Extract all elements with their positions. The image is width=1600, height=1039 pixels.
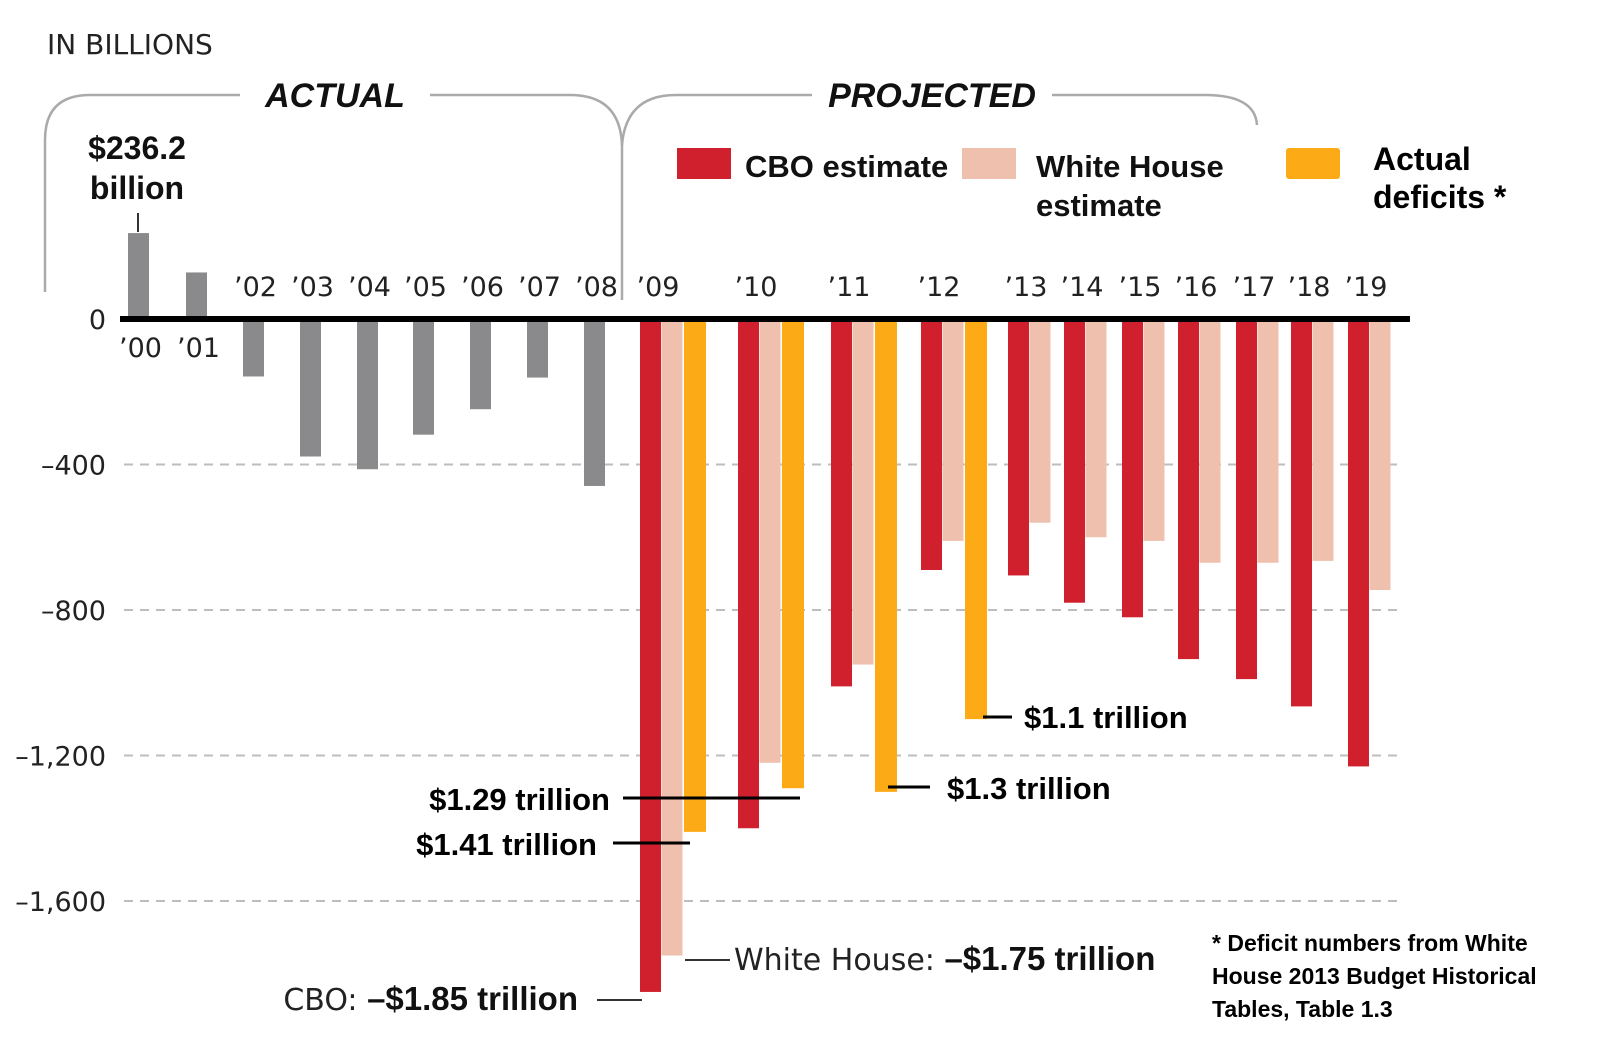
footnote-line3: Tables, Table 1.3	[1212, 996, 1393, 1022]
x-tick-label: ’16	[1175, 272, 1218, 303]
x-tick-label: ’11	[828, 272, 871, 303]
bar-cbo-13	[1008, 322, 1029, 576]
bar-wh-16	[1199, 322, 1221, 563]
annotation-actual-2012: $1.1 trillion	[1024, 700, 1188, 735]
bar-cbo-15	[1122, 322, 1143, 618]
bar-wh-15	[1143, 322, 1165, 541]
bar-actual-09	[684, 322, 706, 832]
peak-label-line1: $236.2	[88, 130, 186, 166]
x-tick-label: ’13	[1005, 272, 1048, 303]
footnote-line2: House 2013 Budget Historical	[1212, 963, 1537, 989]
x-tick-label: ’15	[1119, 272, 1162, 303]
annotation-cbo-2009-prefix: CBO:	[283, 983, 367, 1018]
bar-historical-03	[300, 319, 321, 457]
bar-cbo-17	[1236, 322, 1257, 680]
legend-label-actual-line2: deficits *	[1373, 179, 1507, 215]
bar-cbo-16	[1178, 322, 1199, 660]
x-tick-label: ’04	[348, 272, 391, 303]
x-axis-ticks: ’00 ’01 ’02 ’03 ’04 ’05 ’06 ’07 ’08 ’09 ’10 ’11 ’12 ’…	[119, 272, 1387, 364]
bar-wh-19	[1369, 322, 1391, 590]
footnote: * Deficit numbers from White House 2013 …	[1212, 930, 1537, 1022]
x-tick-label: ’09	[637, 272, 680, 303]
bar-cbo-14	[1064, 322, 1085, 603]
annotations: $1.1 trillion $1.3 trillion $1.29 trilli…	[283, 700, 1187, 1018]
bar-historical-07	[527, 319, 548, 378]
legend-swatch-cbo	[677, 148, 731, 179]
x-tick-label: ’06	[461, 272, 504, 303]
x-tick-label: ’01	[177, 333, 220, 364]
annotation-cbo-2009-value: –$1.85 trillion	[367, 980, 578, 1017]
y-tick-label: –800	[41, 596, 106, 627]
annotation-wh-2009-prefix: White House:	[734, 943, 944, 978]
legend-swatch-actual	[1286, 148, 1340, 179]
bar-wh-09	[661, 322, 683, 956]
annotation-actual-2009: $1.41 trillion	[416, 827, 597, 862]
units-label: IN BILLIONS	[47, 28, 213, 61]
bar-wh-11	[852, 322, 874, 665]
annotation-cbo-2009: CBO: –$1.85 trillion	[283, 980, 578, 1018]
y-tick-label: 0	[89, 305, 106, 336]
x-tick-label: ’18	[1288, 272, 1331, 303]
legend: CBO estimate White House estimate Actual…	[677, 141, 1507, 223]
section-label-actual: ACTUAL	[264, 77, 405, 115]
bar-cbo-18	[1291, 322, 1312, 707]
bar-historical-00	[128, 233, 149, 319]
x-tick-label: ’07	[518, 272, 561, 303]
annotation-wh-2009-value: –$1.75 trillion	[944, 940, 1155, 977]
bar-historical-04	[357, 319, 378, 470]
annotation-wh-2009: White House: –$1.75 trillion	[734, 940, 1155, 978]
x-tick-label: ’05	[404, 272, 447, 303]
bar-actual-12	[965, 322, 987, 720]
bar-historical-08	[584, 319, 605, 486]
x-tick-label: ’19	[1345, 272, 1388, 303]
legend-swatch-wh	[962, 148, 1016, 179]
bar-wh-17	[1257, 322, 1279, 563]
bar-wh-14	[1085, 322, 1107, 538]
y-tick-label: –400	[41, 451, 106, 482]
bar-cbo-09	[640, 322, 661, 992]
y-axis-ticks: 0 –400 –800 –1,200 –1,600	[15, 305, 106, 918]
bar-historical-01	[186, 272, 207, 319]
x-tick-label: ’03	[291, 272, 334, 303]
x-tick-label: ’12	[918, 272, 961, 303]
bar-cbo-11	[831, 322, 852, 687]
bar-cbo-19	[1348, 322, 1369, 767]
bar-cbo-10	[738, 322, 759, 829]
bar-wh-12	[942, 322, 964, 541]
legend-label-wh-line1: White House	[1036, 149, 1224, 184]
bar-wh-10	[759, 322, 781, 763]
legend-label-actual-line1: Actual	[1373, 141, 1471, 177]
bar-historical-02	[243, 319, 264, 377]
x-tick-label: ’10	[735, 272, 778, 303]
bar-wh-13	[1029, 322, 1051, 523]
y-tick-label: –1,200	[15, 742, 106, 773]
x-tick-label: ’08	[575, 272, 618, 303]
x-tick-label: ’02	[234, 272, 277, 303]
peak-label-line2: billion	[90, 170, 184, 206]
bar-historical-05	[413, 319, 434, 435]
annotation-actual-2011: $1.3 trillion	[947, 771, 1111, 806]
y-tick-label: –1,600	[15, 887, 106, 918]
bar-actual-11	[875, 322, 897, 792]
bar-actual-10	[782, 322, 804, 789]
x-tick-label: ’00	[119, 333, 162, 364]
bar-cbo-12	[921, 322, 942, 570]
projected-bracket	[620, 93, 1259, 146]
legend-label-cbo: CBO estimate	[745, 149, 948, 184]
annotation-actual-2010: $1.29 trillion	[429, 782, 610, 817]
x-tick-label: ’17	[1233, 272, 1276, 303]
x-tick-label: ’14	[1061, 272, 1104, 303]
legend-label-wh-line2: estimate	[1036, 188, 1162, 223]
bar-wh-18	[1312, 322, 1334, 561]
footnote-line1: * Deficit numbers from White	[1212, 930, 1528, 956]
bars	[128, 233, 1391, 992]
bar-historical-06	[470, 319, 491, 410]
section-label-projected: PROJECTED	[828, 77, 1036, 115]
